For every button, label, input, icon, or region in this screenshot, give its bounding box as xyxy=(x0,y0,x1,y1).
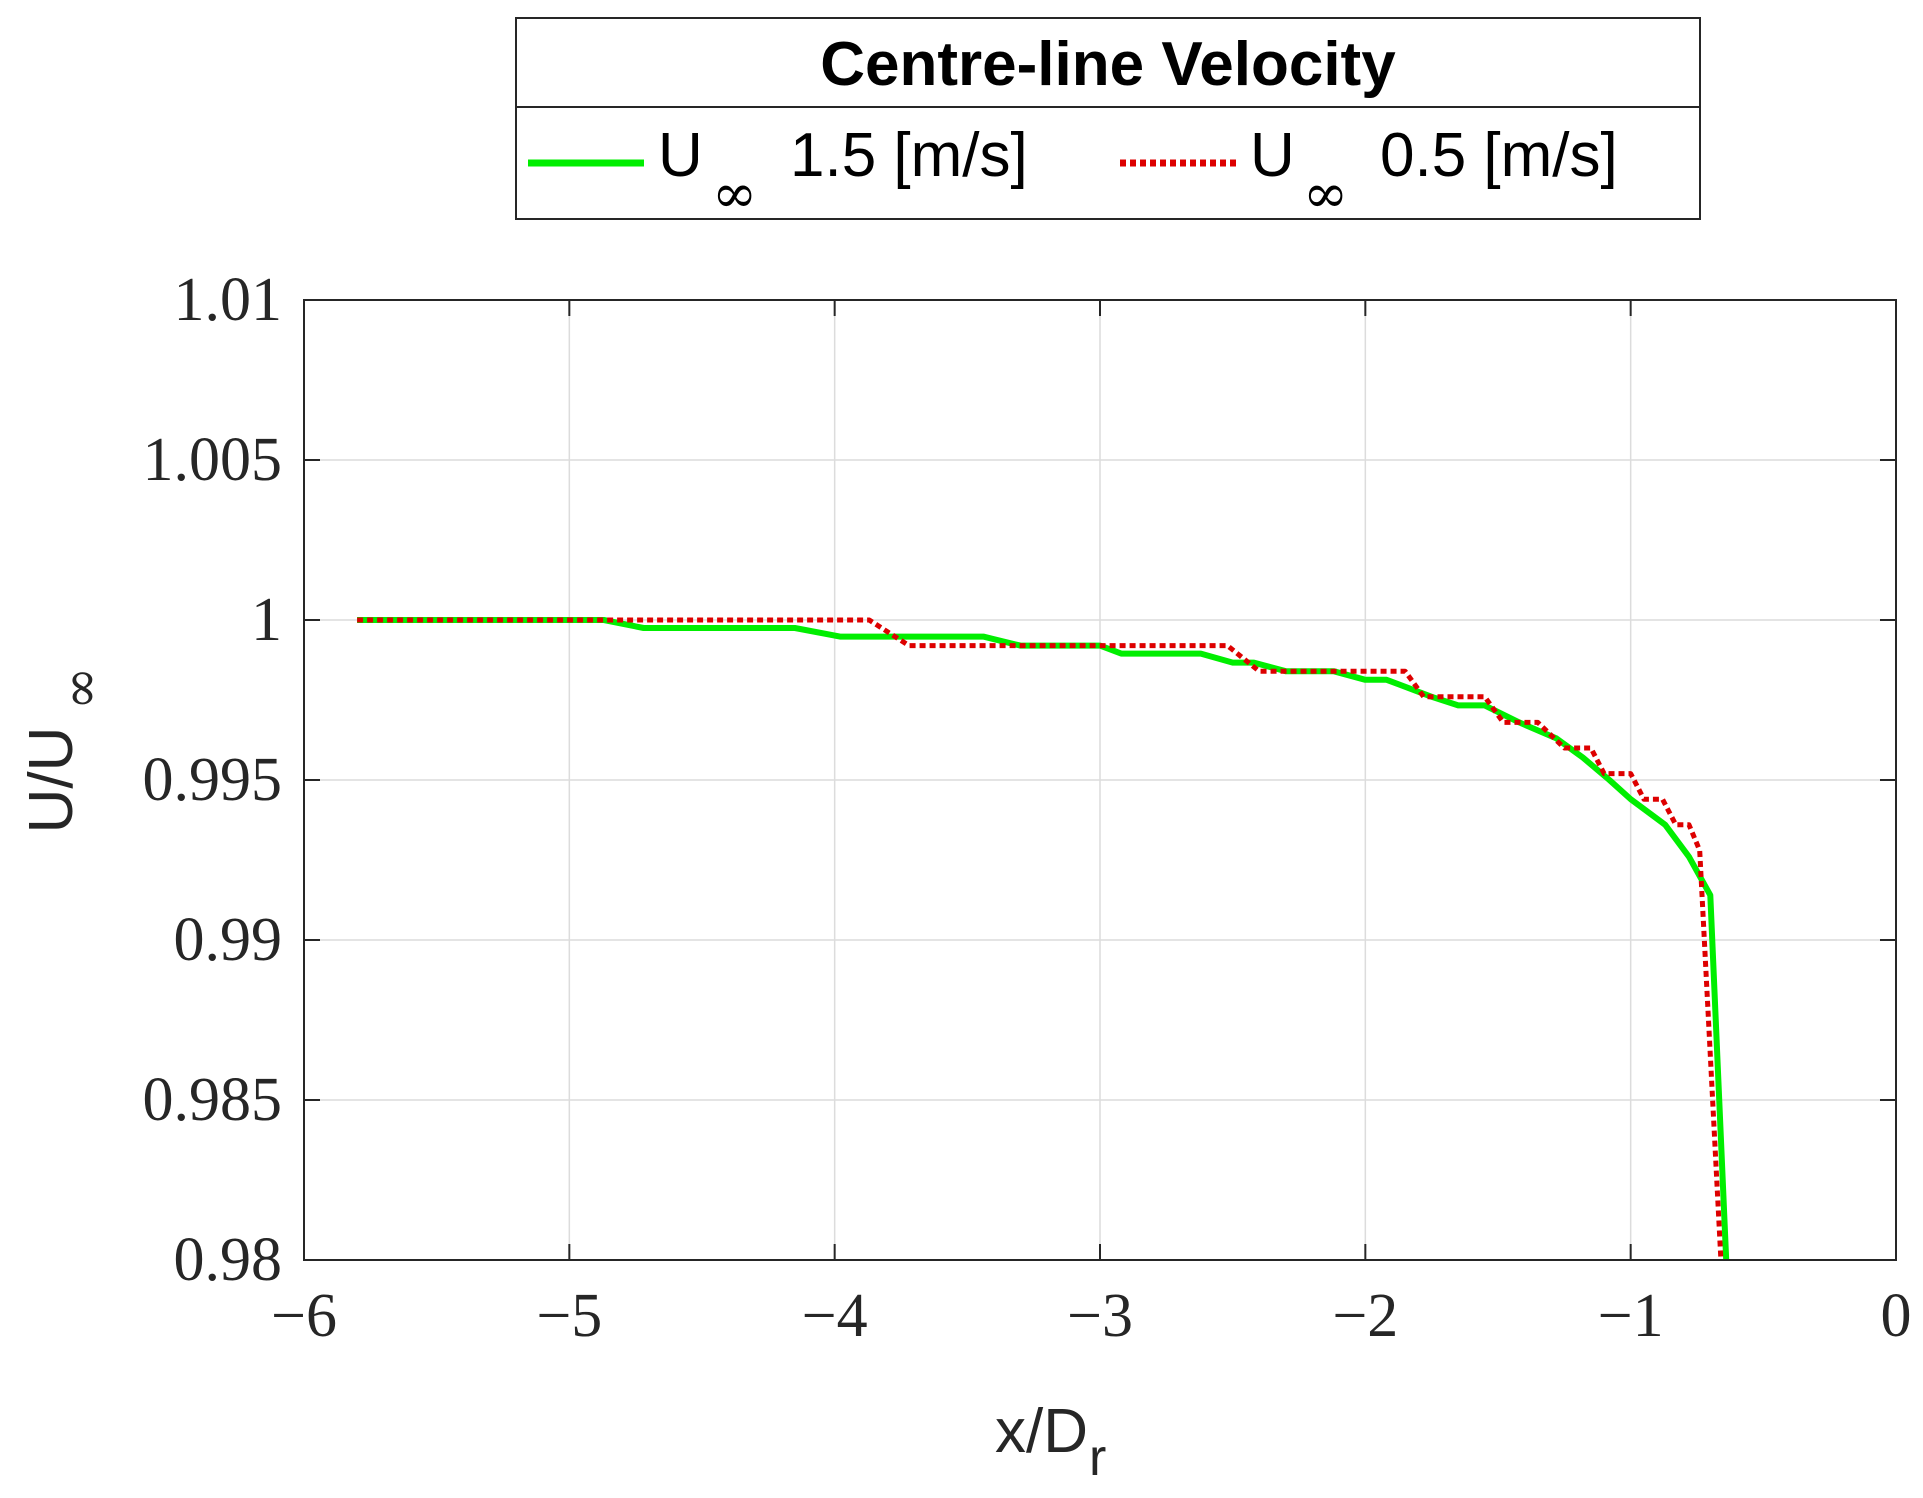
legend-entry-series-1: U ∞ 1.5 [m/s] xyxy=(528,121,1028,225)
y-tick-label: 0.99 xyxy=(174,906,283,974)
legend-entry-series-2: U ∞ 0.5 [m/s] xyxy=(1120,121,1618,225)
legend-box xyxy=(515,17,1701,220)
x-tick-label: −1 xyxy=(1598,1282,1664,1350)
y-tick-label: 0.98 xyxy=(174,1226,283,1294)
x-axis-label: x/D r xyxy=(995,1397,1106,1487)
x-tick-label: −2 xyxy=(1332,1282,1398,1350)
y-tick-label: 1.005 xyxy=(143,426,283,494)
y-axis-label-sub: ∞ xyxy=(51,667,111,710)
legend-base-series-2: U xyxy=(1250,121,1295,190)
legend-sub-series-1: ∞ xyxy=(712,162,757,225)
x-tick-labels: −6 −5 −4 −3 −2 −1 0 xyxy=(271,1282,1911,1350)
x-tick-label: −5 xyxy=(536,1282,602,1350)
legend: Centre-line Velocity U ∞ 1.5 [m/s] U ∞ 0… xyxy=(515,17,1701,225)
y-tick-labels: 1.01 1.005 1 0.995 0.99 0.985 0.98 xyxy=(143,266,283,1294)
y-tick-label: 1 xyxy=(251,586,282,654)
plot-area: −6 −5 −4 −3 −2 −1 0 1.01 1.005 1 0.995 0.99 0.985 0.… xyxy=(143,266,1912,1350)
legend-base-series-1: U xyxy=(658,121,703,190)
x-tick-label: 0 xyxy=(1881,1282,1912,1350)
x-axis-label-base: x/D xyxy=(995,1397,1088,1466)
y-tick-label: 1.01 xyxy=(174,266,283,334)
legend-text-series-1: 1.5 [m/s] xyxy=(790,121,1028,190)
y-tick-label: 0.995 xyxy=(143,746,283,814)
x-axis-label-sub: r xyxy=(1089,1429,1106,1487)
y-axis-label: U/U ∞ xyxy=(17,667,111,834)
tick-marks xyxy=(303,299,1897,1261)
x-tick-label: −3 xyxy=(1067,1282,1133,1350)
series-group xyxy=(357,617,1730,1261)
legend-sub-series-2: ∞ xyxy=(1303,162,1348,225)
legend-text-series-2: 0.5 [m/s] xyxy=(1380,121,1618,190)
x-tick-label: −4 xyxy=(802,1282,868,1350)
x-tick-label: −6 xyxy=(271,1282,337,1350)
legend-title: Centre-line Velocity xyxy=(820,30,1396,99)
y-tick-label: 0.985 xyxy=(143,1066,283,1134)
y-axis-label-base: U/U xyxy=(17,727,86,834)
series-line-1 xyxy=(357,617,1730,1261)
series-line-2 xyxy=(357,617,1724,1261)
